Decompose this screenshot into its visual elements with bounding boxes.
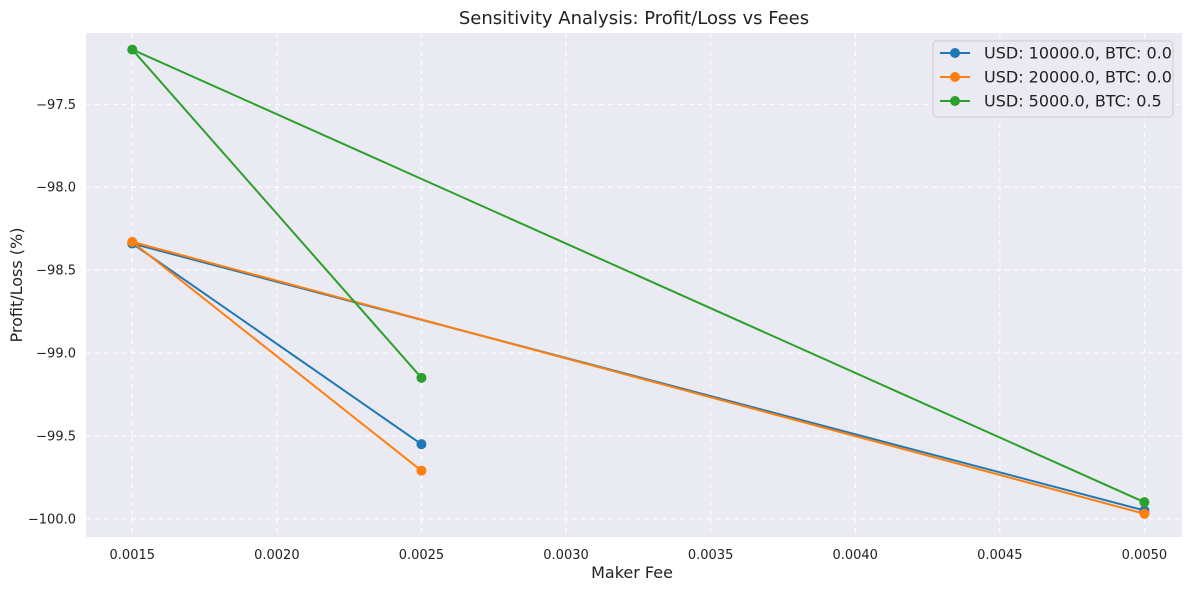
legend-label: USD: 5000.0, BTC: 0.5 [984, 92, 1162, 111]
y-tick-label: −100.0 [28, 512, 76, 527]
legend: USD: 10000.0, BTC: 0.0 USD: 20000.0, BTC:… [932, 40, 1174, 118]
chart-title: Sensitivity Analysis: Profit/Loss vs Fee… [459, 8, 809, 29]
x-tick-label: 0.0015 [110, 548, 156, 563]
x-tick-label: 0.0020 [254, 548, 300, 563]
data-point [416, 439, 427, 450]
data-point [1139, 508, 1150, 519]
x-axis-title: Maker Fee [591, 563, 673, 582]
x-tick-labels: 0.0015 0.0020 0.0025 0.0030 0.0035 0.0040 0.00… [110, 548, 1168, 563]
data-point [127, 236, 138, 247]
legend-marker [950, 72, 960, 82]
x-tick-label: 0.0035 [688, 548, 734, 563]
legend-label: USD: 20000.0, BTC: 0.0 [984, 68, 1172, 87]
x-tick-label: 0.0025 [399, 548, 445, 563]
x-tick-label: 0.0050 [1122, 548, 1168, 563]
y-axis-title: Profit/Loss (%) [7, 228, 26, 343]
legend-marker [950, 96, 960, 106]
y-tick-label: −99.0 [36, 346, 76, 361]
data-point [416, 372, 427, 383]
data-point [127, 44, 138, 55]
x-tick-label: 0.0030 [543, 548, 589, 563]
legend-label: USD: 10000.0, BTC: 0.0 [984, 44, 1172, 63]
y-tick-label: −98.5 [36, 264, 76, 279]
x-tick-label: 0.0040 [832, 548, 878, 563]
legend-marker [950, 48, 960, 58]
y-tick-label: −97.5 [36, 98, 76, 113]
data-point [1139, 497, 1150, 508]
y-tick-label: −98.0 [36, 181, 76, 196]
series-layer [127, 44, 1150, 519]
x-tick-label: 0.0045 [977, 548, 1023, 563]
y-tick-label: −99.5 [36, 429, 76, 444]
y-tick-labels: −97.5 −98.0 −98.5 −99.0 −99.5 −100.0 [28, 98, 76, 527]
series [127, 44, 1150, 508]
series [127, 236, 1150, 519]
data-point [416, 465, 427, 476]
legend-box [932, 40, 1174, 118]
